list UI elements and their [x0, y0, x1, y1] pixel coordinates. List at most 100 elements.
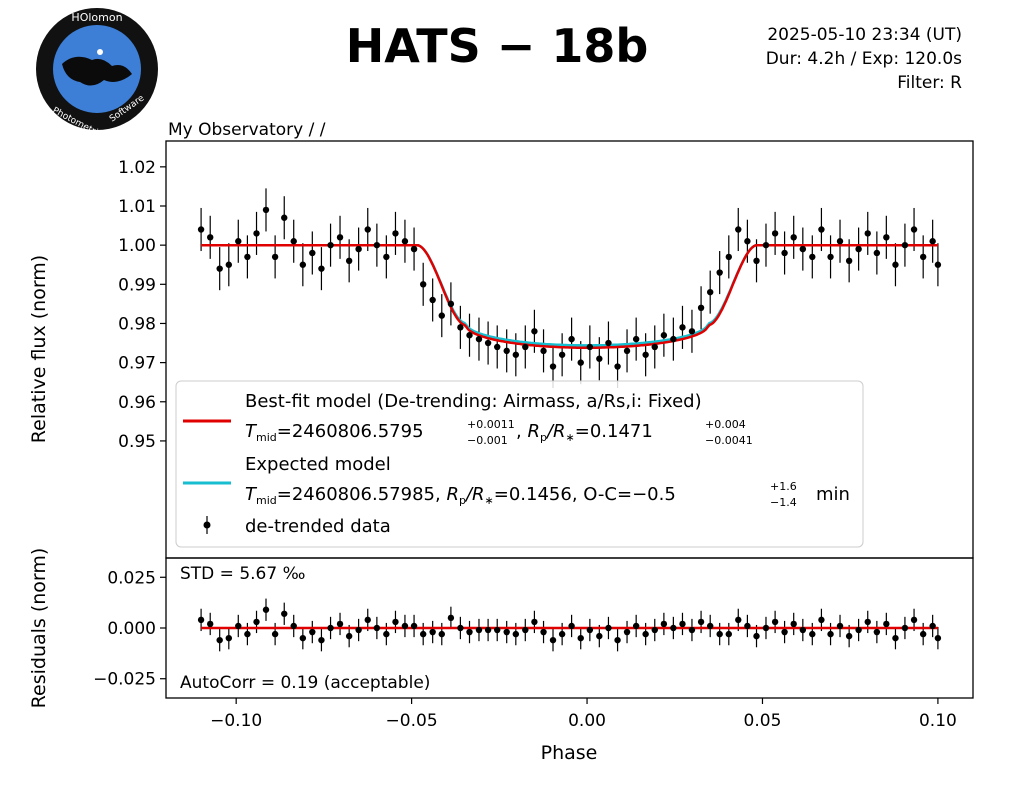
main-data-point: [632, 335, 640, 343]
legend-best-fit-rp-err-minus: −0.0041: [705, 434, 753, 447]
main-data-point: [438, 312, 445, 319]
main-data-point: [614, 363, 621, 370]
main-data-point: [244, 253, 251, 261]
residual-data-point: [651, 626, 658, 634]
residual-data-point: [197, 616, 205, 624]
residual-data-point: [586, 626, 594, 634]
residual-data-point: [660, 620, 668, 628]
residual-data-point: [697, 618, 705, 626]
main-data-point: [883, 234, 890, 241]
logo-text-top: HOlomon: [71, 11, 122, 24]
main-data-point: [207, 234, 214, 241]
main-data-point: [318, 265, 325, 272]
residual-data-point: [642, 630, 649, 638]
residual-data-point: [355, 626, 362, 634]
main-data-point: [845, 257, 853, 265]
residual-data-point: [522, 626, 529, 634]
main-data-point: [216, 265, 223, 272]
main-data-point: [809, 253, 816, 261]
main-data-point: [642, 351, 649, 358]
main-data-point: [336, 234, 344, 241]
main-data-point: [494, 343, 501, 351]
main-data-point: [429, 296, 436, 304]
residual-y-ticks: −0.025 0.000 0.025: [93, 568, 166, 690]
residual-data-point: [753, 632, 760, 640]
main-data-point: [309, 249, 316, 257]
main-data-point: [522, 343, 529, 351]
info-duration: Dur: 4.2h / Exp: 120.0s: [766, 49, 962, 69]
main-data-point: [568, 335, 575, 343]
main-data-point: [586, 343, 594, 351]
chart-title: HATS − 18b: [346, 19, 649, 73]
legend-expected-label: Expected model: [245, 454, 391, 475]
main-y-tick-label: 0.99: [118, 275, 156, 295]
residual-data-point: [262, 606, 270, 613]
main-data-point: [457, 324, 464, 331]
best-fit-model-line: [201, 243, 938, 349]
residual-data-point: [216, 636, 223, 644]
main-data-point: [725, 253, 732, 261]
holomon-logo: HOlomon Photometric Software: [36, 8, 158, 140]
info-datetime: 2025-05-10 23:34 (UT): [767, 25, 962, 45]
residual-data-point: [373, 624, 381, 632]
main-data-point: [716, 269, 723, 276]
main-data-point: [419, 281, 427, 288]
residual-data-point: [614, 636, 621, 644]
residual-data-point: [762, 624, 770, 632]
residual-data-point: [706, 622, 714, 630]
main-data-point: [660, 332, 668, 339]
residual-data-point: [790, 620, 797, 628]
residual-data-point: [271, 630, 279, 638]
residual-data-point: [836, 622, 844, 630]
main-data-point: [910, 226, 918, 233]
autocorr-annotation: AutoCorr = 0.19 (acceptable): [180, 673, 430, 693]
residual-data-point: [447, 614, 455, 622]
main-data-point: [373, 241, 381, 249]
main-data-point: [735, 226, 742, 233]
main-y-label: Relative flux (norm): [28, 255, 50, 443]
x-tick-label: 0.00: [568, 711, 606, 731]
residual-data-point: [809, 630, 816, 638]
residual-data-point: [336, 620, 344, 628]
main-data-point: [345, 257, 353, 265]
residual-data-point: [864, 618, 871, 626]
residual-data-point: [725, 630, 732, 638]
main-data-point: [596, 355, 603, 362]
legend: Best-fit model (De-trending: Airmass, a/…: [175, 380, 864, 548]
x-tick-label: 0.10: [919, 711, 957, 731]
residual-data-point: [225, 634, 233, 642]
main-data-point: [818, 226, 825, 233]
residual-data-point: [207, 620, 214, 628]
residual-data-point: [253, 618, 260, 626]
x-tick-label: 0.05: [744, 711, 782, 731]
legend-expected-oc-err-minus: −1.4: [770, 496, 797, 509]
residual-data-point: [623, 628, 631, 636]
main-y-tick-label: 0.95: [118, 432, 156, 452]
main-data-point: [762, 241, 770, 249]
main-data-point: [262, 206, 270, 214]
main-data-point: [299, 261, 307, 268]
residual-data-point: [818, 616, 825, 624]
legend-data-label: de-trended data: [245, 516, 391, 537]
main-data-point: [919, 253, 927, 261]
residual-data-point: [466, 628, 473, 636]
residual-data-point: [873, 628, 881, 636]
main-data-point: [651, 343, 658, 351]
residual-data-point: [364, 616, 371, 624]
residual-data-point: [392, 618, 399, 626]
main-data-point: [688, 328, 696, 335]
residual-data-point: [318, 636, 325, 644]
main-data-point: [512, 351, 520, 358]
residual-data-point: [419, 630, 427, 638]
residual-data-points: [197, 606, 942, 644]
main-data-point: [475, 335, 483, 343]
logo-landmass-icon: [62, 56, 132, 86]
residual-data-point: [531, 618, 538, 626]
main-data-points: [197, 206, 942, 370]
residual-data-point: [632, 622, 640, 630]
residual-data-point: [901, 624, 909, 632]
residual-data-point: [934, 634, 942, 642]
residual-data-point: [410, 622, 418, 630]
residual-data-point: [771, 618, 779, 626]
